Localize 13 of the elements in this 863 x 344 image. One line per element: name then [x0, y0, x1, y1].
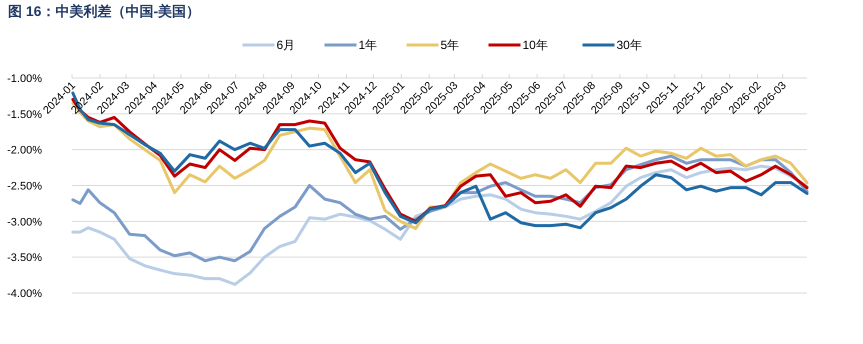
y-tick-label: -2.00%	[7, 144, 42, 157]
y-tick-label: -2.50%	[7, 180, 42, 192]
y-tick-label: -1.00%	[7, 73, 42, 85]
legend-label: 10年	[522, 38, 548, 52]
y-tick-label: -1.50%	[7, 108, 42, 121]
legend-label: 6月	[276, 38, 296, 52]
y-tick-label: -3.00%	[7, 216, 42, 228]
legend-label: 5年	[440, 38, 460, 52]
legend-label: 30年	[616, 38, 642, 52]
legend-label: 1年	[358, 38, 378, 52]
y-tick-label: -4.00%	[7, 288, 42, 300]
chart-title: 图 16：中美利差（中国-美国）	[8, 3, 200, 19]
y-tick-label: -3.50%	[7, 252, 42, 264]
